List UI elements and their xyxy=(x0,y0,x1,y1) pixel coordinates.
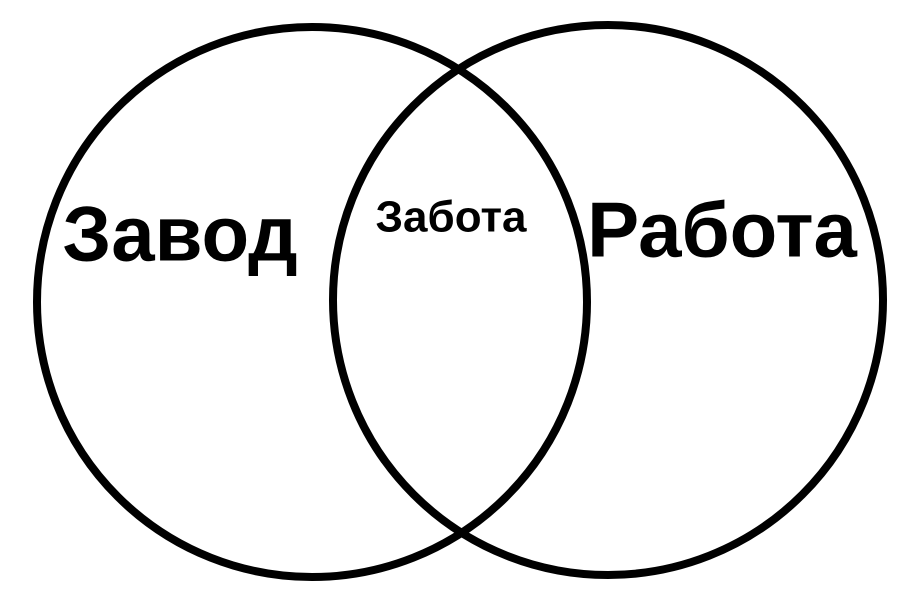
right-label: Работа xyxy=(587,186,857,274)
left-label: Завод xyxy=(62,190,297,278)
right-circle xyxy=(329,21,887,579)
left-circle xyxy=(33,23,591,581)
intersection-label: Забота xyxy=(375,193,527,242)
